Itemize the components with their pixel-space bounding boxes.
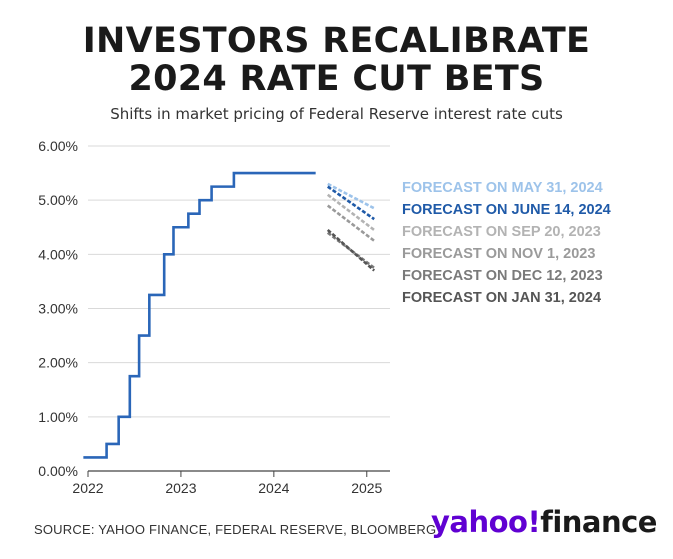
x-tick-label: 2023 <box>165 480 196 496</box>
y-tick-label: 2.00% <box>38 355 78 371</box>
legend-label: FORECAST ON JUNE 14, 2024 <box>402 202 611 218</box>
forecast-line <box>326 231 375 269</box>
y-tick-label: 5.00% <box>38 192 78 208</box>
y-tick-label: 6.00% <box>38 138 78 154</box>
y-tick-label: 1.00% <box>38 409 78 425</box>
yahoo-finance-logo: yahoo!finance <box>431 505 657 539</box>
x-axis: 2022 2023 2024 2025 <box>72 471 383 496</box>
legend-label: FORECAST ON DEC 12, 2023 <box>402 268 603 284</box>
chart-title: INVESTORS RECALIBRATE 2024 RATE CUT BETS <box>0 22 673 98</box>
legend-label: FORECAST ON MAY 31, 2024 <box>402 180 603 196</box>
legend-label: FORECAST ON JAN 31, 2024 <box>402 290 601 306</box>
series-layer <box>83 171 376 459</box>
y-tick-label: 3.00% <box>38 301 78 317</box>
logo-yahoo: yahoo! <box>431 505 541 539</box>
legend-label: FORECAST ON NOV 1, 2023 <box>402 246 595 262</box>
gridlines <box>88 145 390 472</box>
y-tick-label: 0.00% <box>38 463 78 479</box>
forecast-line <box>326 228 376 272</box>
fed-rate-step-line <box>83 171 316 459</box>
title-line-1: INVESTORS RECALIBRATE <box>82 21 591 61</box>
x-tick-label: 2025 <box>351 480 382 496</box>
x-tick-label: 2024 <box>258 480 289 496</box>
legend: FORECAST ON MAY 31, 2024 FORECAST ON JUNE… <box>402 180 611 306</box>
y-axis: 0.00% 1.00% 2.00% 3.00% 4.00% 5.00% 6.00% <box>38 138 78 479</box>
x-tick-label: 2022 <box>72 480 103 496</box>
forecast-line <box>326 193 375 231</box>
source-note: SOURCE: YAHOO FINANCE, FEDERAL RESERVE, … <box>34 522 437 537</box>
rate-chart: 0.00% 1.00% 2.00% 3.00% 4.00% 5.00% 6.00% 2022… <box>38 138 611 496</box>
title-line-2: 2024 RATE CUT BETS <box>128 59 545 99</box>
logo-finance: finance <box>540 505 657 539</box>
forecast-line <box>326 185 375 221</box>
forecast-line <box>326 204 375 242</box>
forecast-line <box>327 182 375 210</box>
y-tick-label: 4.00% <box>38 246 78 262</box>
chart-subtitle: Shifts in market pricing of Federal Rese… <box>110 105 563 123</box>
legend-label: FORECAST ON SEP 20, 2023 <box>402 224 601 240</box>
